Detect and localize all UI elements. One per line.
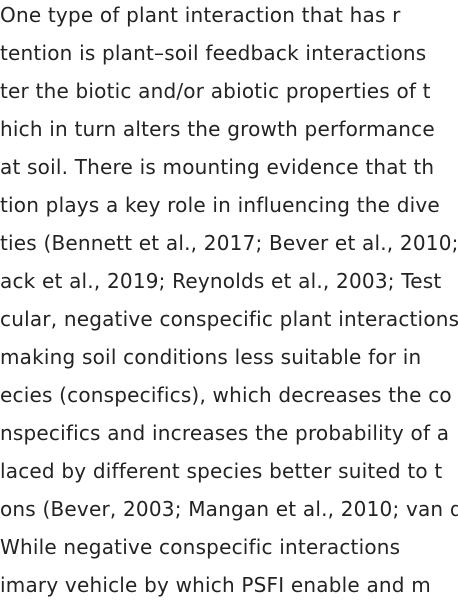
text-line: making soil conditions less suitable for… (0, 345, 422, 369)
text-line: at soil. There is mounting evidence that… (0, 155, 435, 179)
text-line: hich in turn alters the growth performan… (0, 117, 435, 141)
text-line: imary vehicle by which PSFI enable and m (0, 573, 431, 597)
text-line: While negative conspecific interactions (0, 535, 401, 559)
text-line: ter the biotic and/or abiotic properties… (0, 79, 431, 103)
text-line: ties (Bennett et al., 2017; Bever et al.… (0, 231, 458, 255)
text-line: ecies (conspecifics), which decreases th… (0, 383, 452, 407)
text-line: laced by different species better suited… (0, 459, 443, 483)
text-line: ons (Bever, 2003; Mangan et al., 2010; v… (0, 497, 458, 521)
text-line: cular, negative conspecific plant intera… (0, 307, 458, 331)
text-line: tion plays a key role in influencing the… (0, 193, 440, 217)
text-line: One type of plant interaction that has r (0, 3, 401, 27)
text-line: nspecifics and increases the probability… (0, 421, 450, 445)
text-line: ack et al., 2019; Reynolds et al., 2003;… (0, 269, 442, 293)
text-line: tention is plant–soil feedback interacti… (0, 41, 427, 65)
